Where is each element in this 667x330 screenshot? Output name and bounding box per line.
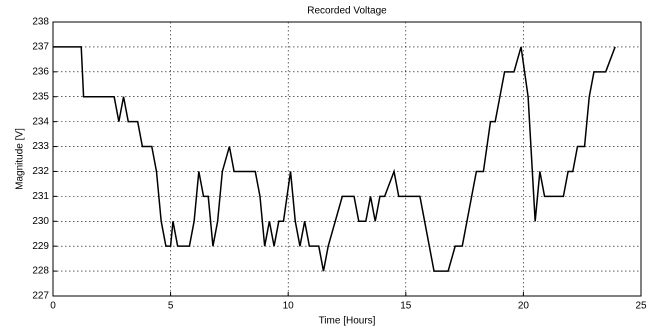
x-tick-label: 15 [400, 301, 412, 312]
x-tick-label: 20 [518, 301, 530, 312]
data-line [53, 46, 616, 272]
plot-frame [52, 21, 642, 297]
x-tick-label: 25 [635, 301, 647, 312]
x-tick-label: 0 [50, 301, 56, 312]
x-axis-label: Time [Hours] [319, 316, 376, 327]
x-tick-label: 5 [168, 301, 174, 312]
y-tick-label: 238 [32, 17, 49, 28]
y-tick-label: 227 [32, 291, 49, 302]
y-tick-label: 232 [32, 166, 49, 177]
y-tick-label: 235 [32, 91, 49, 102]
y-tick-label: 233 [32, 141, 49, 152]
x-tick-label: 10 [283, 301, 295, 312]
y-tick-label: 228 [32, 266, 49, 277]
y-tick-label: 230 [32, 216, 49, 227]
y-tick-label: 237 [32, 42, 49, 53]
y-tick-label: 236 [32, 66, 49, 77]
y-tick-label: 229 [32, 241, 49, 252]
y-tick-label: 234 [32, 116, 49, 127]
chart-title: Recorded Voltage [307, 6, 387, 17]
y-axis-label: Magnitude [V] [15, 128, 26, 190]
y-tick-label: 231 [32, 191, 49, 202]
